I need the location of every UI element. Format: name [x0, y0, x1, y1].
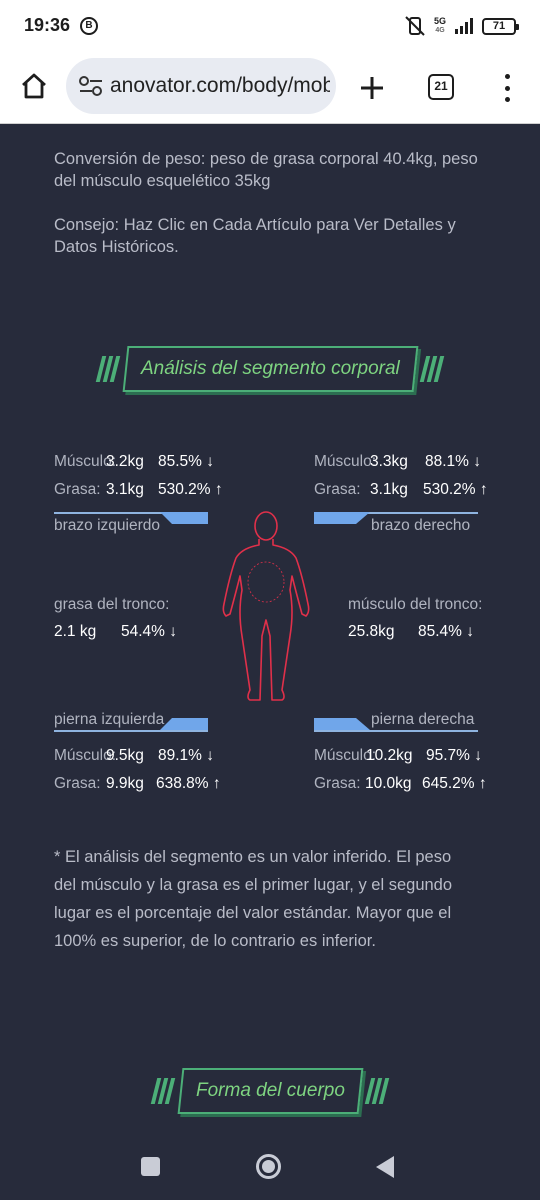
body-shape-title[interactable]: Forma del cuerpo	[120, 1068, 420, 1114]
mute-vibrate-icon	[405, 16, 425, 36]
right-leg-fat-label: Grasa:	[314, 775, 361, 792]
url-text[interactable]: anovator.com/body/mobile	[110, 74, 330, 97]
status-icons: 5G 4G 71	[404, 14, 519, 38]
left-arm-divider	[54, 512, 208, 514]
right-arm-muscle-pct: 88.1% ↓	[425, 453, 482, 470]
left-leg-muscle-label: Músculo:	[54, 747, 117, 764]
right-leg-tab	[314, 718, 370, 730]
left-arm-muscle-label: Músculo:	[54, 453, 117, 470]
browser-toolbar: anovator.com/body/mobile 21	[0, 52, 540, 124]
plus-icon	[361, 77, 383, 99]
right-leg-name: pierna derecha	[371, 711, 475, 728]
system-nav-bar	[0, 1132, 540, 1200]
home-nav-button[interactable]	[256, 1154, 281, 1179]
recents-button[interactable]	[141, 1157, 160, 1176]
right-leg-muscle-label: Músculo:	[314, 747, 377, 764]
b-badge-icon: B	[80, 17, 98, 35]
right-arm-name: brazo derecho	[371, 517, 471, 534]
right-arm-fat-kg: 3.1kg	[370, 481, 408, 498]
left-arm-name: brazo izquierdo	[54, 517, 160, 534]
site-settings-icon[interactable]	[78, 74, 104, 98]
stripes-left-icon	[95, 356, 120, 382]
trunk-muscle-kg: 25.8kg	[348, 623, 395, 640]
left-arm-fat-label: Grasa:	[54, 481, 101, 498]
trunk-muscle-name: músculo del tronco:	[348, 596, 483, 613]
tab-switcher-button[interactable]: 21	[428, 74, 454, 100]
right-leg-fat-pct: 645.2% ↑	[422, 775, 487, 792]
right-arm-divider	[314, 512, 478, 514]
dot-icon	[504, 74, 510, 79]
right-arm-muscle-kg: 3.3kg	[370, 453, 408, 470]
right-leg-muscle-pct: 95.7% ↓	[426, 747, 483, 764]
left-leg-fat-label: Grasa:	[54, 775, 101, 792]
left-leg-fat-kg: 9.9kg	[106, 775, 144, 792]
trunk-fat-kg: 2.1 kg	[54, 623, 97, 640]
home-button[interactable]	[14, 66, 54, 106]
status-time: 19:36	[24, 15, 71, 35]
trunk-fat-pct: 54.4% ↓	[121, 623, 178, 640]
trunk-fat-name: grasa del tronco:	[54, 596, 170, 613]
network-type: 5G 4G	[433, 16, 446, 35]
right-leg-divider	[314, 730, 478, 732]
left-leg-muscle-pct: 89.1% ↓	[158, 747, 215, 764]
segment-footnote: * El análisis del segmento es un valor i…	[54, 848, 453, 950]
left-leg-tab	[160, 718, 208, 730]
status-bar: 19:36 B 5G 4G 71	[0, 0, 540, 52]
segment-analysis-title: Análisis del segmento corporal	[60, 346, 480, 392]
home-icon	[22, 73, 46, 99]
trunk-muscle-pct: 85.4% ↓	[418, 623, 475, 640]
tip-text[interactable]: Consejo: Haz Clic en Cada Artículo para …	[54, 216, 456, 256]
more-menu-button[interactable]	[494, 72, 520, 104]
left-arm-muscle-kg: 3.2kg	[106, 453, 144, 470]
right-leg-fat-kg: 10.0kg	[365, 775, 412, 792]
weight-conversion-text: Conversión de peso: peso de grasa corpor…	[54, 150, 478, 190]
right-arm-fat-pct: 530.2% ↑	[423, 481, 488, 498]
left-arm-muscle-pct: 85.5% ↓	[158, 453, 215, 470]
stripes-right-icon	[420, 356, 445, 382]
left-leg-fat-pct: 638.8% ↑	[156, 775, 221, 792]
left-leg-divider	[54, 730, 208, 732]
address-bar[interactable]: anovator.com/body/mobile	[66, 58, 336, 114]
new-tab-button[interactable]	[350, 66, 394, 110]
right-arm-tab	[314, 512, 370, 524]
stripes-left-icon	[150, 1078, 175, 1104]
back-button[interactable]	[376, 1156, 394, 1178]
dot-icon	[504, 97, 510, 102]
battery-icon: 71	[482, 17, 519, 35]
left-leg-name: pierna izquierda	[54, 711, 165, 728]
right-arm-fat-label: Grasa:	[314, 481, 361, 498]
left-arm-fat-kg: 3.1kg	[106, 481, 144, 498]
signal-icon	[455, 18, 473, 34]
dot-icon	[504, 85, 510, 91]
left-leg-muscle-kg: 9.5kg	[106, 747, 144, 764]
body-outline-icon	[222, 511, 310, 701]
right-leg-muscle-kg: 10.2kg	[366, 747, 413, 764]
stripes-right-icon	[365, 1078, 390, 1104]
right-arm-muscle-label: Músculo:	[314, 453, 377, 470]
left-arm-tab	[160, 512, 208, 524]
left-arm-fat-pct: 530.2% ↑	[158, 481, 223, 498]
